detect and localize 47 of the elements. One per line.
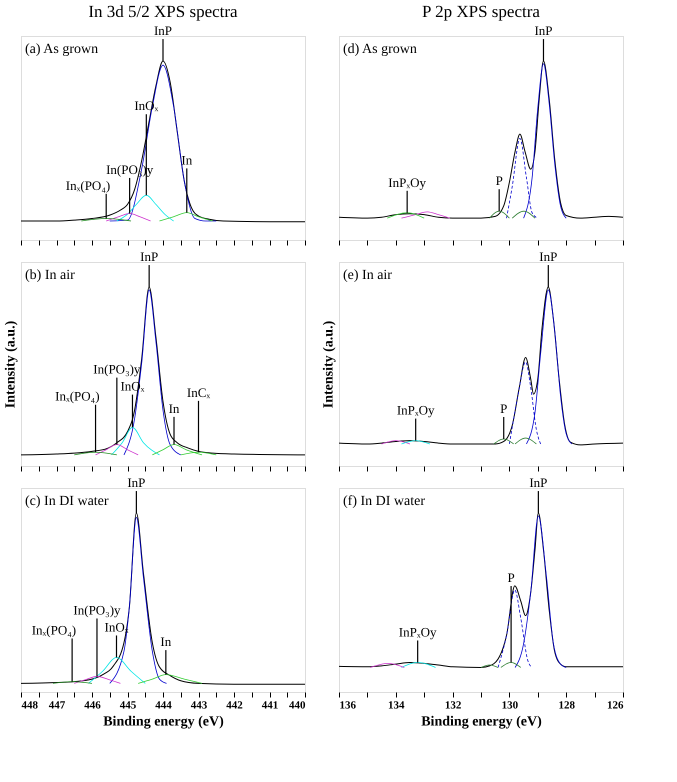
x-tick-label: 442 [226,700,244,712]
x-tick-label: 128 [558,700,576,712]
annotation: InP [127,475,146,490]
annotation: Inₓ(PO₄) [55,388,100,404]
x-tick-label: 126 [607,700,624,712]
text: (d) As grown [343,42,417,57]
x-tick-label: 443 [190,700,208,712]
x-tick-label: 444 [155,700,172,712]
x-tick-label: 132 [444,700,462,712]
annotation: In [181,152,193,168]
annotation: In [168,400,180,416]
x-tick-label: 134 [388,700,406,712]
text: (f) In DI water [343,494,426,509]
annotation: P [500,400,508,416]
annotation: InP [534,23,553,38]
text: (c) In DI water [25,494,109,509]
annotation: InP [539,249,558,264]
annotation: P [507,570,515,586]
x-tick-label: 447 [48,700,66,712]
annotation: In(PO₃)y [73,602,122,618]
y-axis-title: Intensity (a.u.) [4,320,18,408]
text: (a) As grown [25,42,98,57]
x-tick-label: 440 [289,700,306,712]
text: (b) In air [25,268,76,283]
x-tick-label: 130 [502,700,519,712]
annotation: P [496,173,503,188]
x-axis-title: Binding energy (eV) [103,714,224,730]
chart-title: P 2p XPS spectra [422,2,540,22]
annotation: InPₓOy [398,624,438,640]
annotation: InP [140,249,158,264]
annotation: In [160,634,172,650]
x-axis-title: Binding energy (eV) [421,714,542,730]
x-tick-label: 441 [262,700,278,712]
annotation: InP [529,475,548,490]
y-axis-title: Intensity (a.u.) [322,320,336,408]
annotation: Inₓ(PO₄) [32,622,76,638]
chart-title: In 3d 5/2 XPS spectra [88,2,238,22]
annotation: InCₓ [186,384,210,400]
annotation: InP [154,23,172,38]
annotation: InPₓOy [388,174,427,190]
x-tick-label: 136 [340,700,356,712]
x-tick-label: 445 [120,700,137,712]
x-tick-label: 446 [84,700,102,712]
annotation: InPₓOy [396,402,436,418]
text: (e) In air [343,268,392,283]
x-tick-label: 448 [22,700,38,712]
annotation: Inₓ(PO₄) [66,178,110,193]
